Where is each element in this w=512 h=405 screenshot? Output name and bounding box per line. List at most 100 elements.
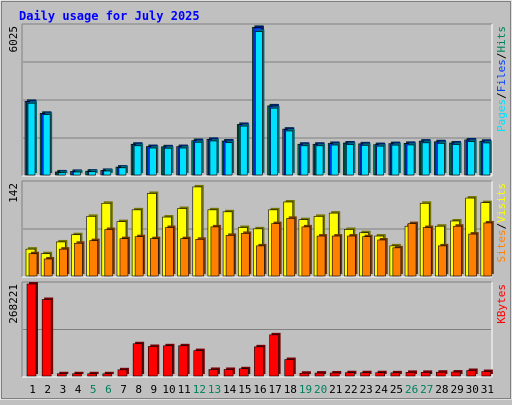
bar-kbytes [87,373,97,377]
bar-pages [73,171,81,176]
bar-kbytes [102,373,113,377]
bar-kbytes [132,343,143,377]
bar-sites [149,238,159,277]
ymax-label: 6025 [7,26,20,53]
x-tick-label: 12 [193,383,206,396]
x-tick-label: 11 [178,383,191,396]
bar-pages [133,145,142,176]
x-tick-label: 26 [405,383,418,396]
bar-sites [134,236,144,277]
x-tick-label: 6 [105,383,112,396]
bar-sites [271,223,280,277]
bar-kbytes [254,346,264,377]
legend-entry: / [495,92,508,99]
bar-kbytes [208,369,219,377]
x-tick-label: 9 [151,383,158,396]
bar-pages [376,145,385,176]
bar-shadow-kbytes [89,371,99,374]
legend: Pages/Files/Hits [495,26,508,132]
bar-pages [437,143,445,176]
bar-sites [210,226,220,277]
x-tick-label: 19 [299,383,312,396]
bar-pages [148,147,157,176]
bar-sites [301,226,311,277]
bar-sites [468,233,477,277]
bar-pages [118,167,127,176]
x-tick-label: 16 [253,383,266,396]
legend: Sites/Visits [495,183,508,263]
x-tick-label: 22 [344,383,357,396]
bar-shadow-kbytes [104,371,114,374]
bar-shadow-kbytes [74,371,84,374]
bar-pages [224,142,233,176]
bar-pages [300,145,309,176]
legend-entry: / [495,223,508,230]
legend-entry: Pages [495,99,508,132]
legend-entry: Visits [495,183,508,223]
bar-kbytes [223,369,234,377]
x-tick-label: 3 [60,383,67,396]
bar-kbytes [466,370,476,377]
bar-kbytes [299,372,310,377]
bar-sites [195,239,205,277]
bar-sites [104,229,114,277]
bar-pages [88,171,96,176]
bar-shadow-kbytes [301,371,311,374]
bar-pages [209,140,218,176]
bar-pages [270,107,278,176]
bar-pages [103,170,112,176]
bar-sites [256,245,265,277]
bar-sites [74,242,83,277]
x-tick-label: 29 [450,383,463,396]
x-tick-label: 25 [390,383,403,396]
ymax-label: 268221 [7,284,20,324]
bar-pages [255,31,263,176]
bar-kbytes [451,371,461,377]
x-tick-label: 15 [238,383,251,396]
x-tick-label: 14 [223,383,237,396]
bar-kbytes [481,371,492,377]
bar-kbytes [284,359,295,377]
bar-sites [286,218,296,277]
bar-pages [421,142,430,176]
bar-sites [59,248,68,277]
bar-kbytes [57,373,67,377]
bar-sites [453,225,462,277]
bar-shadow-pages [75,170,83,173]
bar-pages [27,102,36,176]
x-tick-label: 28 [435,383,448,396]
bar-sites [407,223,417,277]
bar-kbytes [360,372,370,377]
bar-kbytes [178,345,188,377]
bar-sites [165,227,174,277]
legend-entry: Hits [495,26,508,53]
x-tick-label: 5 [90,383,97,396]
x-tick-label: 27 [420,383,433,396]
bar-pages [239,125,248,176]
legend-entry: Sites [495,229,508,262]
bar-kbytes [314,372,325,377]
bar-sites [89,240,98,277]
bar-kbytes [345,372,355,377]
bar-sites [392,247,402,277]
bar-kbytes [41,299,52,377]
x-tick-label: 13 [208,383,221,396]
bar-sites [225,235,235,277]
legend-entry: KBytes [495,284,508,324]
panel-visits-sites: 142 Sites/Visits [7,180,508,278]
bar-kbytes [238,368,249,377]
bar-shadow-kbytes [317,371,327,374]
bar-pages [194,142,203,176]
bar-sites [28,253,38,277]
x-tick-label: 10 [162,383,175,396]
bar-kbytes [375,372,386,377]
x-tick-label: 1 [29,383,36,396]
x-tick-label: 31 [481,383,494,396]
bar-pages [452,144,460,176]
x-tick-label: 17 [269,383,282,396]
bar-shadow-kbytes [392,370,402,374]
x-tick-label: 24 [375,383,389,396]
bar-pages [164,147,172,176]
bar-sites [316,235,326,277]
